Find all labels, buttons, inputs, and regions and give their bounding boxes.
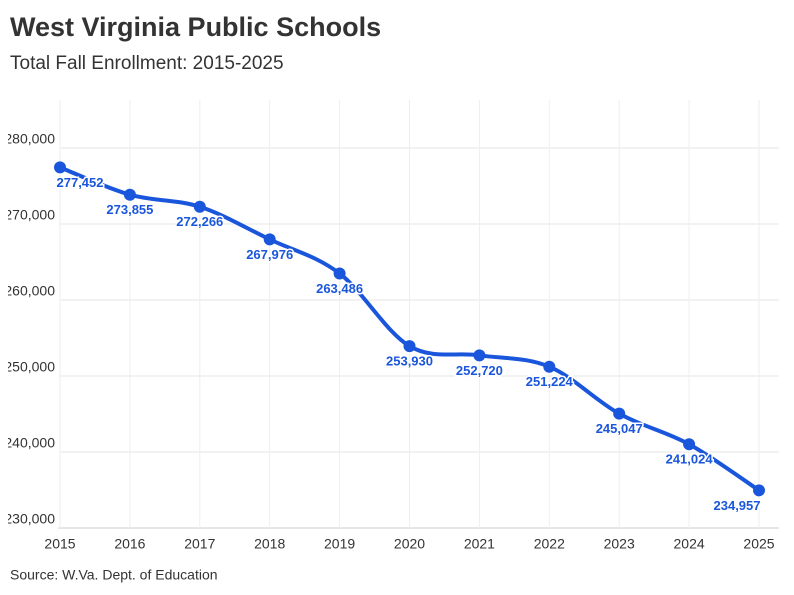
x-tick-label: 2023 [604, 536, 635, 552]
y-tick-label: 280,000 [4, 131, 55, 147]
data-point [123, 188, 136, 201]
data-label: 241,024 [666, 452, 714, 467]
data-point [753, 484, 765, 497]
data-label: 272,266 [176, 214, 223, 229]
x-tick-label: 2020 [394, 536, 425, 552]
x-tick-label: 2022 [534, 536, 565, 552]
data-point [613, 407, 626, 420]
chart-subtitle: Total Fall Enrollment: 2015-2025 [10, 53, 284, 74]
x-tick-label: 2025 [743, 536, 774, 552]
x-tick-label: 2017 [184, 536, 215, 552]
data-point [54, 161, 66, 174]
data-label: 245,047 [596, 421, 643, 436]
data-label: 263,486 [316, 281, 363, 296]
data-point [333, 267, 346, 280]
data-label: 234,957 [714, 498, 761, 513]
data-point [263, 233, 276, 246]
data-point [543, 360, 556, 373]
y-tick-label: 240,000 [4, 435, 55, 451]
chart-title: West Virginia Public Schools [10, 12, 381, 42]
data-point [683, 438, 696, 451]
data-point [193, 200, 206, 213]
data-label: 273,855 [106, 202, 153, 217]
data-label: 251,224 [526, 374, 574, 389]
x-tick-label: 2015 [44, 536, 75, 552]
x-tick-label: 2021 [464, 536, 495, 552]
data-point [473, 349, 486, 362]
x-tick-label: 2019 [324, 536, 355, 552]
data-label: 252,720 [456, 363, 503, 378]
x-tick-label: 2016 [114, 536, 145, 552]
x-tick-label: 2018 [254, 536, 285, 552]
data-label: 267,976 [246, 247, 293, 262]
x-tick-label: 2024 [674, 536, 705, 552]
y-axis-labels: 230,000 240,000 250,000 260,000 270,000 280,0… [4, 131, 55, 527]
y-tick-label: 260,000 [4, 283, 55, 299]
y-tick-label: 230,000 [4, 511, 55, 527]
data-label: 277,452 [57, 175, 104, 190]
y-tick-label: 250,000 [4, 359, 55, 375]
y-tick-label: 270,000 [4, 207, 55, 223]
data-point [403, 340, 416, 353]
data-label: 253,930 [386, 354, 433, 369]
source-note: Source: W.Va. Dept. of Education [10, 567, 218, 583]
